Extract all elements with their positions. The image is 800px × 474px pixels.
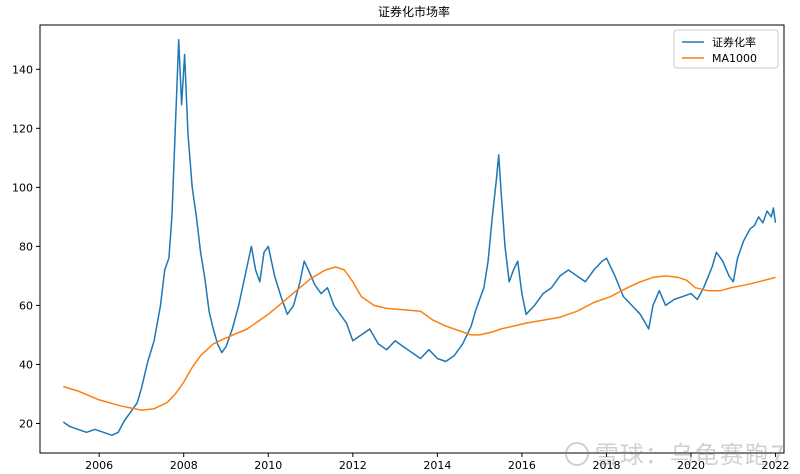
- x-tick-label: 2008: [170, 459, 198, 472]
- series-lines: [62, 39, 777, 437]
- x-tick-label: 2006: [85, 459, 113, 472]
- legend: 证券化率 MA1000: [673, 29, 779, 69]
- x-tick-label: 2014: [423, 459, 451, 472]
- x-tick-label: 2012: [339, 459, 367, 472]
- x-tick-label: 2022: [762, 459, 790, 472]
- series-line-0: [62, 39, 777, 437]
- y-tick-label: 100: [12, 181, 33, 194]
- watermark-text: 雪球：乌龟赛跑7: [594, 441, 786, 469]
- x-axis: 2006 2008 2010 2012 2014 2016 2018 2020 2022: [85, 453, 790, 472]
- plot-area: [39, 24, 785, 454]
- y-axis: 20 40 60 80 100 120 140: [12, 63, 40, 430]
- y-tick-label: 40: [19, 358, 33, 371]
- y-tick-label: 60: [19, 299, 33, 312]
- watermark: 雪球：乌龟赛跑7: [564, 435, 786, 470]
- xueqiu-logo-icon: [564, 442, 589, 466]
- y-tick-label: 140: [12, 63, 33, 76]
- legend-label: MA1000: [712, 52, 757, 65]
- x-tick-label: 2018: [592, 459, 620, 472]
- x-tick-label: 2010: [254, 459, 282, 472]
- x-tick-label: 2020: [677, 459, 705, 472]
- y-tick-label: 80: [19, 240, 33, 253]
- y-tick-label: 20: [19, 417, 33, 430]
- chart-title: 证券化市场率: [378, 4, 450, 19]
- axes-frame: [39, 24, 785, 454]
- y-tick-label: 120: [12, 122, 33, 135]
- legend-label: 证券化率: [712, 35, 756, 49]
- series-line-1: [63, 266, 776, 411]
- x-tick-label: 2016: [508, 459, 536, 472]
